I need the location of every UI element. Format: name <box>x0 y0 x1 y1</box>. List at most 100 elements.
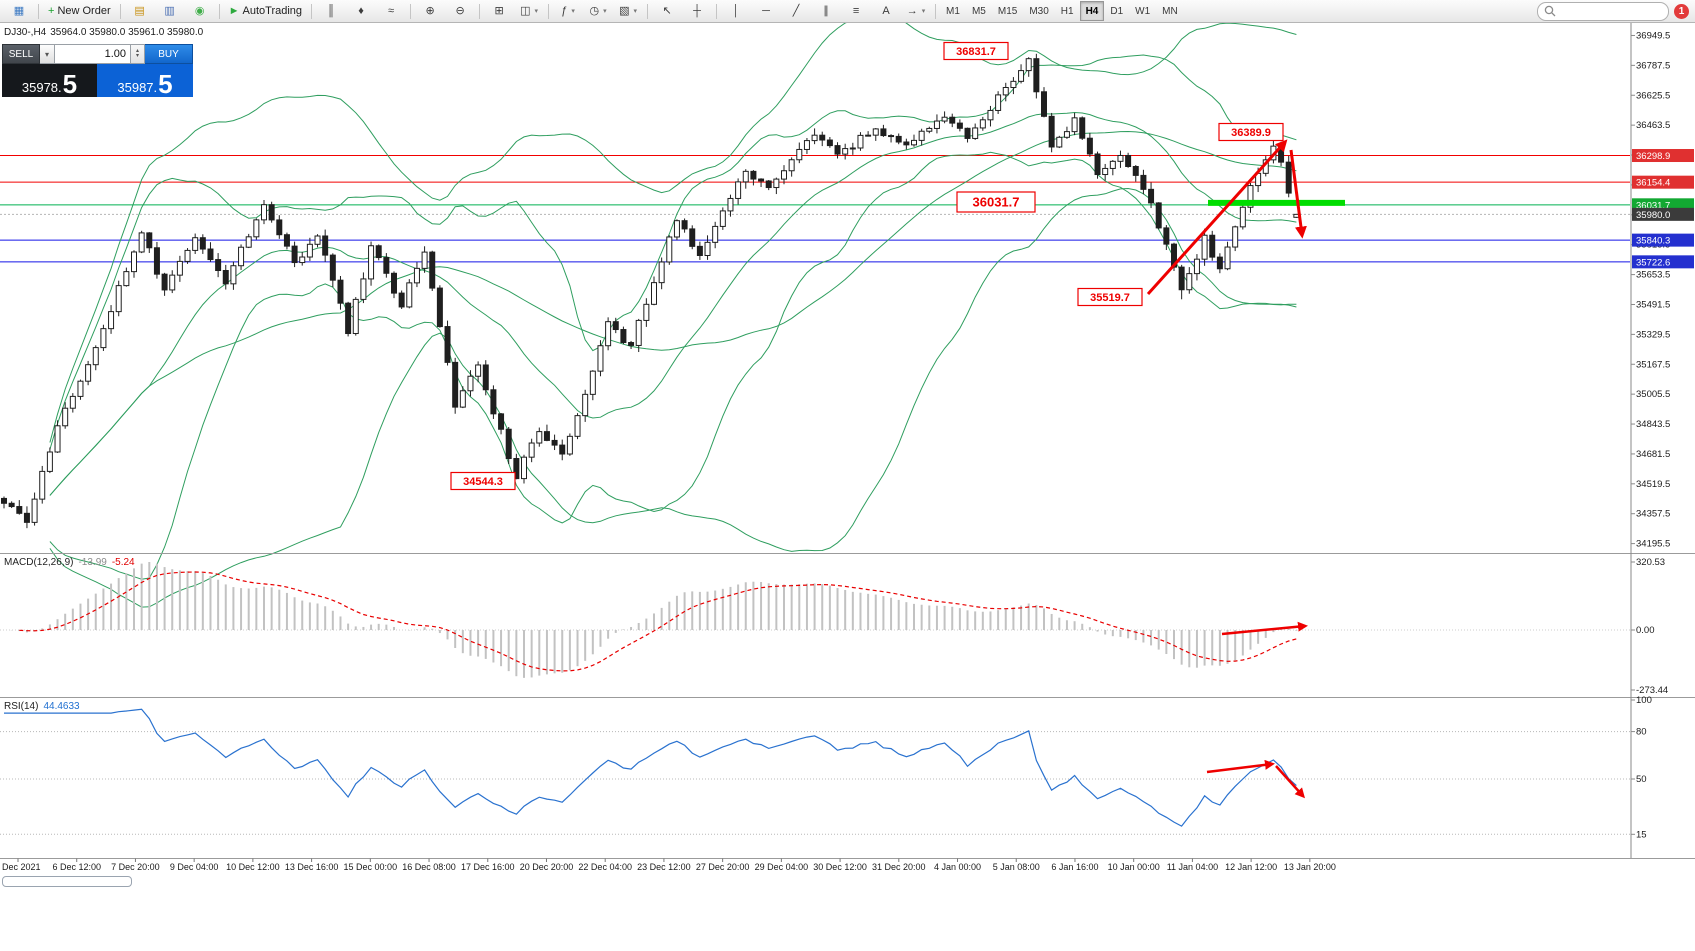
svg-text:35519.7: 35519.7 <box>1090 292 1130 304</box>
price-annotation-box[interactable] <box>943 41 1009 61</box>
new-order-button[interactable]: + New Order <box>48 4 111 17</box>
cursor-icon[interactable]: ↖ <box>662 4 672 17</box>
zoom-in-icon[interactable]: ⊕ <box>425 4 435 17</box>
fast-navigation-input[interactable] <box>2 876 132 887</box>
toolbar-separator <box>119 3 121 19</box>
svg-text:36031.7: 36031.7 <box>973 195 1020 210</box>
svg-text:34843.5: 34843.5 <box>1636 419 1670 430</box>
vertical-line-icon[interactable]: │ <box>732 4 740 17</box>
chevron-down-icon: ▾ <box>44 49 49 59</box>
volume-input[interactable]: 1.00 <box>55 44 131 64</box>
trend-arrow[interactable] <box>1206 759 1275 774</box>
chevron-down-icon: ▾ <box>603 7 607 15</box>
candlestick-chart-icon[interactable]: ♦ <box>358 4 364 17</box>
price-axis: 36949.536787.536625.536463.536301.536139… <box>1630 23 1694 858</box>
level-lines[interactable] <box>0 155 1630 263</box>
bollinger-bands <box>49 13 1297 608</box>
toolbar-separator <box>38 3 39 19</box>
volume-dropdown-button[interactable]: ▾ <box>40 44 55 64</box>
indicators-button[interactable]: ƒ ▾ <box>561 4 575 17</box>
toolbar-separator <box>410 3 412 19</box>
svg-text:27 Dec 20:00: 27 Dec 20:00 <box>696 862 750 872</box>
timeframe-button-m15[interactable]: M15 <box>997 5 1018 17</box>
timeframe-button-mn[interactable]: MN <box>1162 5 1178 17</box>
templates-button[interactable]: ▧ ▾ <box>619 4 637 17</box>
svg-text:15 Dec 00:00: 15 Dec 00:00 <box>344 862 398 872</box>
notification-badge[interactable]: 1 <box>1674 3 1689 19</box>
app-icon[interactable]: ▦ <box>13 4 25 17</box>
price-annotation-box[interactable] <box>1218 122 1284 142</box>
timeframe-button-m1[interactable]: M1 <box>946 5 960 17</box>
svg-text:12 Jan 12:00: 12 Jan 12:00 <box>1225 862 1277 872</box>
chevron-down-icon: ▾ <box>633 7 637 15</box>
timeframe-button-m30[interactable]: M30 <box>1029 5 1049 17</box>
svg-text:36463.5: 36463.5 <box>1636 120 1670 131</box>
toolbar-search-input[interactable] <box>1537 1 1669 21</box>
trend-arrow[interactable] <box>1275 765 1306 799</box>
macd-pane: 320.53 0.00 -273.44 <box>0 557 1668 696</box>
periods-button[interactable]: ◷ ▾ <box>589 4 607 17</box>
data-window-icon[interactable]: ▥ <box>164 4 175 17</box>
trendline-icon[interactable]: ╱ <box>792 4 800 17</box>
svg-text:34357.5: 34357.5 <box>1636 509 1670 520</box>
timeframe-button-m5[interactable]: M5 <box>971 5 986 17</box>
timeframe-button-h1[interactable]: H1 <box>1060 5 1074 17</box>
annotations[interactable]: 36831.7 36389.9 36031.7 35519.7 34544.3 <box>450 41 1308 799</box>
svg-text:35005.5: 35005.5 <box>1636 389 1670 400</box>
svg-text:6 Dec 12:00: 6 Dec 12:00 <box>52 862 101 872</box>
text-icon[interactable]: A <box>882 4 890 17</box>
time-axis[interactable]: Dec 2021 6 Dec 12:00 7 Dec 20:00 9 Dec 04:0… <box>2 858 1336 873</box>
market-watch-icon[interactable]: ▤ <box>134 4 145 17</box>
bar-chart-icon[interactable]: ║ <box>327 4 335 17</box>
svg-text:36154.4: 36154.4 <box>1636 178 1670 189</box>
svg-text:36298.9: 36298.9 <box>1636 151 1670 162</box>
svg-text:35653.5: 35653.5 <box>1636 270 1670 281</box>
buy-button[interactable]: BUY <box>145 44 193 64</box>
price-annotation-box[interactable] <box>1077 287 1143 307</box>
toolbar-separator <box>935 3 937 19</box>
trend-arrow[interactable] <box>1221 621 1308 636</box>
sell-price[interactable]: 35978. 5 <box>2 64 97 97</box>
svg-text:36831.7: 36831.7 <box>956 46 996 58</box>
zoom-out-icon[interactable]: ⊖ <box>455 4 465 17</box>
svg-text:35491.5: 35491.5 <box>1636 299 1670 310</box>
svg-text:80: 80 <box>1636 727 1647 738</box>
svg-text:34681.5: 34681.5 <box>1636 449 1670 460</box>
buy-price[interactable]: 35987. 5 <box>97 64 193 97</box>
trend-arrow[interactable] <box>1289 149 1307 239</box>
price-tag <box>1632 233 1694 247</box>
toolbar-separator <box>311 3 313 19</box>
svg-text:36787.5: 36787.5 <box>1636 60 1670 71</box>
timeframe-button-w1[interactable]: W1 <box>1135 5 1151 17</box>
macd-indicator-label: MACD(12,26,9) -13.99 -5.24 <box>4 557 135 568</box>
timeframe-button-h4[interactable]: H4 <box>1079 1 1105 21</box>
horizontal-line-icon[interactable]: ─ <box>762 4 770 17</box>
svg-text:22 Dec 04:00: 22 Dec 04:00 <box>578 862 632 872</box>
chevron-down-icon: ▾ <box>534 7 538 15</box>
tile-windows-icon[interactable]: ⊞ <box>494 4 504 17</box>
crosshair-icon[interactable]: ┼ <box>693 4 701 17</box>
trend-arrow[interactable] <box>1146 139 1288 296</box>
chevron-down-icon: ▾ <box>571 7 575 15</box>
svg-text:30 Dec 12:00: 30 Dec 12:00 <box>813 862 867 872</box>
svg-text:34195.5: 34195.5 <box>1636 539 1670 550</box>
arrows-tool-icon[interactable]: → ▾ <box>906 4 926 17</box>
new-chart-icon[interactable]: ◫ ▾ <box>520 4 538 17</box>
toolbar-separator <box>716 3 718 19</box>
timeframe-button-d1[interactable]: D1 <box>1110 5 1124 17</box>
chart-ohlc-readout: DJ30-,H4 35964.0 35980.0 35961.0 35980.0 <box>4 27 207 38</box>
price-annotation-box[interactable] <box>956 191 1036 213</box>
line-chart-icon[interactable]: ≈ <box>388 4 395 17</box>
price-tag <box>1632 207 1694 221</box>
svg-text:17 Dec 16:00: 17 Dec 16:00 <box>461 862 515 872</box>
sell-button[interactable]: SELL <box>2 44 40 64</box>
fibonacci-icon[interactable]: ≡ <box>852 4 860 17</box>
volume-stepper[interactable]: ▴ ▾ <box>131 44 145 64</box>
svg-text:13 Jan 20:00: 13 Jan 20:00 <box>1284 862 1336 872</box>
svg-text:34544.3: 34544.3 <box>463 476 503 488</box>
price-annotation-box[interactable] <box>450 471 516 491</box>
autotrading-button[interactable]: ► AutoTrading <box>228 4 303 17</box>
equidistant-channel-icon[interactable]: ∥ <box>823 4 829 17</box>
navigator-icon[interactable]: ◉ <box>194 4 205 17</box>
